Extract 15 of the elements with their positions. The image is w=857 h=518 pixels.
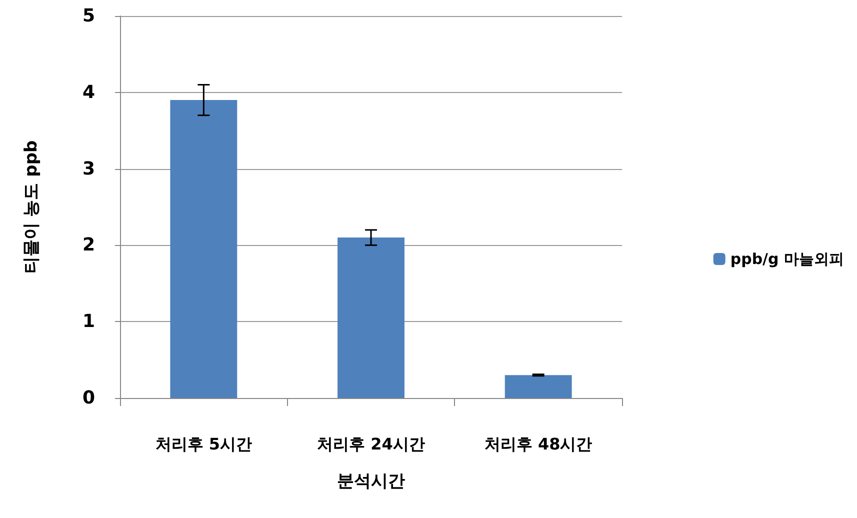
x-axis-title: 분석시간 (337, 472, 405, 492)
y-axis-title: 티몰이 농도 ppb (22, 140, 42, 274)
y-tick-label: 0 (82, 388, 95, 408)
y-tick-label: 4 (82, 82, 95, 103)
y-tick-label: 1 (82, 311, 95, 332)
y-tick-label: 3 (82, 158, 95, 180)
bar (504, 375, 572, 398)
x-tick-label: 처리후 48시간 (484, 434, 592, 454)
x-tick-label: 처리후 24시간 (317, 434, 425, 454)
bar (338, 238, 404, 398)
bar (170, 100, 238, 398)
legend-label: ppb/g 마늘외피 (730, 250, 844, 268)
y-tick-label: 5 (82, 6, 95, 26)
y-tick-label: 2 (82, 234, 95, 256)
x-tick-label: 처리후 5시간 (155, 434, 252, 454)
